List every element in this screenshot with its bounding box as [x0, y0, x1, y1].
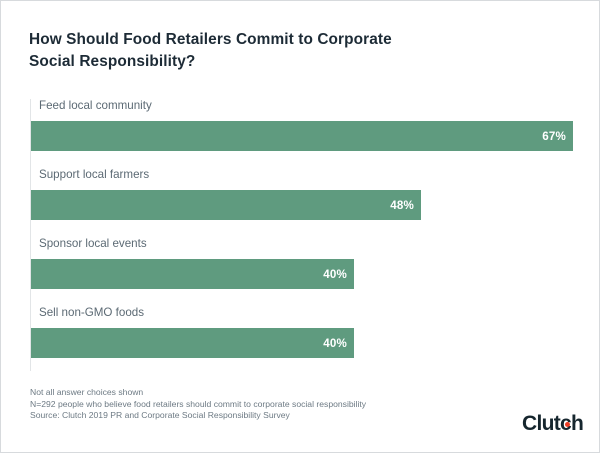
bar-category-label: Feed local community	[39, 99, 152, 112]
bar-group-feed-local-community: Feed local community 67%	[30, 99, 580, 151]
bar-value-label: 48%	[390, 199, 414, 212]
bar-track: 48%	[31, 190, 421, 220]
chart-title-line-1: How Should Food Retailers Commit to Corp…	[29, 31, 392, 48]
bar-category-label: Sponsor local events	[39, 237, 147, 250]
footnote-sample-size: N=292 people who believe food retailers …	[30, 398, 367, 409]
chart-plot-area: Feed local community 67% Support local f…	[30, 99, 580, 371]
bar-category-label: Support local farmers	[39, 168, 150, 181]
chart-title-line-2: Social Responsibility?	[29, 53, 196, 70]
bar-value-label: 40%	[323, 337, 347, 350]
bar-sponsor-local-events[interactable]: 40%	[31, 259, 354, 289]
bar-support-local-farmers[interactable]: 48%	[31, 190, 421, 220]
clutch-logo: Clutch	[522, 412, 584, 436]
bar-group-support-local-farmers: Support local farmers 48%	[30, 168, 580, 220]
bar-value-label: 67%	[542, 130, 566, 143]
bar-value-label: 40%	[323, 268, 347, 281]
bar-category-label: Sell non-GMO foods	[39, 306, 145, 319]
clutch-logo-dot-icon	[564, 421, 570, 427]
bar-track: 40%	[31, 259, 354, 289]
chart-title: How Should Food Retailers Commit to Corp…	[29, 29, 549, 73]
bar-feed-local-community[interactable]: 67%	[31, 121, 573, 151]
bar-track: 67%	[31, 121, 573, 151]
value-axis-line	[30, 99, 31, 371]
bar-track: 40%	[31, 328, 354, 358]
bar-group-sell-non-gmo-foods: Sell non-GMO foods 40%	[30, 306, 580, 358]
footnote-source: Source: Clutch 2019 PR and Corporate Soc…	[30, 410, 290, 421]
clutch-logo-text: Clutch	[522, 412, 584, 435]
chart-footnotes: Not all answer choices shown N=292 peopl…	[30, 387, 500, 422]
footnote-answer-choices: Not all answer choices shown	[30, 387, 144, 397]
bar-group-sponsor-local-events: Sponsor local events 40%	[30, 237, 580, 289]
bar-sell-non-gmo-foods[interactable]: 40%	[31, 328, 354, 358]
